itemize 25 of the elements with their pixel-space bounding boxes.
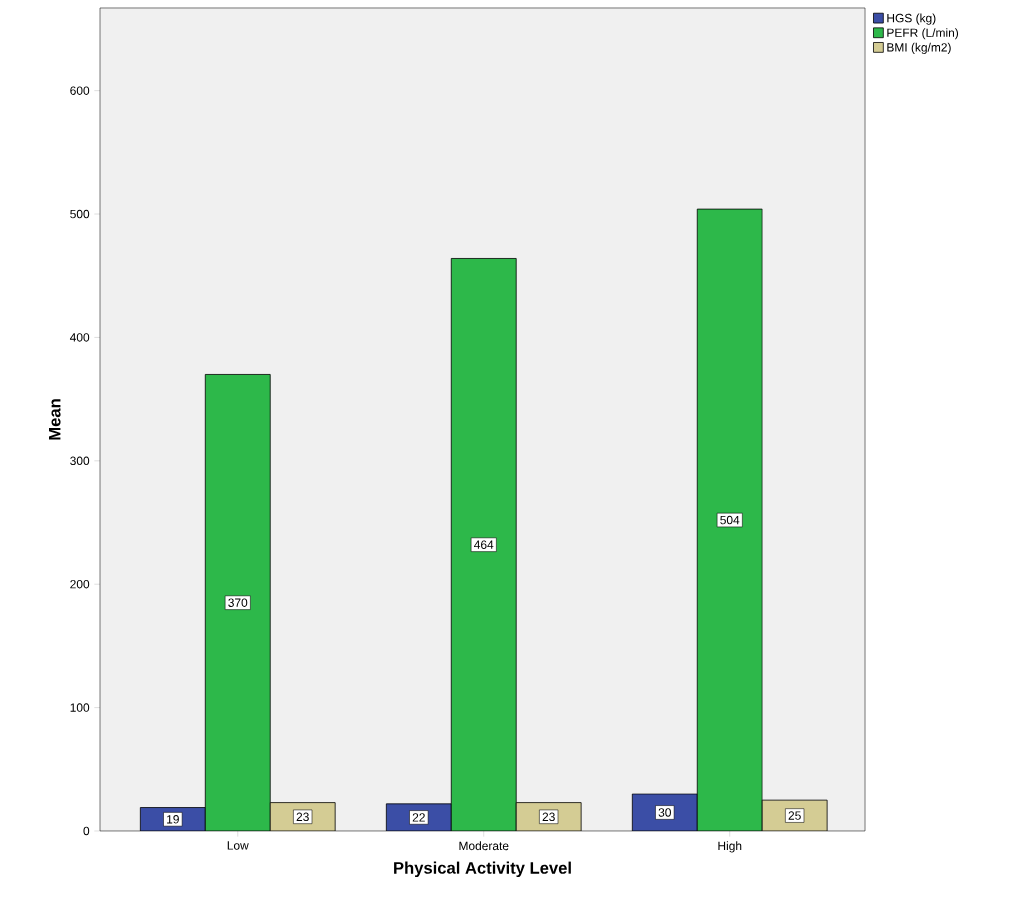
bar	[631, 793, 698, 831]
data-label: 23	[296, 812, 309, 822]
y-tick-label: 500	[70, 209, 90, 219]
x-tick-label: Low	[227, 841, 249, 850]
data-label: 22	[412, 813, 425, 822]
data-label: 23	[542, 812, 555, 822]
y-tick-label: 200	[70, 579, 90, 589]
y-tick-label: 400	[69, 333, 90, 342]
x-axis-title: Physical Activity Level	[394, 861, 571, 878]
data-label: 464	[474, 540, 494, 549]
legend-label: BMI (kg/m2)	[887, 42, 951, 54]
data-label: 30	[658, 808, 671, 817]
x-tick-label: Moderate	[459, 841, 509, 851]
y-tick-label: 600	[70, 86, 90, 95]
legend-label: PEFR (L/min)	[887, 28, 959, 40]
y-tick-label: 300	[70, 456, 90, 466]
y-tick-label: 0	[83, 826, 90, 836]
data-label: 370	[228, 598, 248, 607]
x-tick-label: High	[718, 841, 742, 853]
data-label: 504	[720, 515, 740, 525]
data-label: 19	[167, 815, 179, 824]
legend-label: HGS (kg)	[887, 13, 936, 25]
data-label: 25	[788, 811, 801, 820]
y-axis-title: Mean	[49, 399, 61, 440]
y-tick-label: 100	[70, 703, 90, 712]
